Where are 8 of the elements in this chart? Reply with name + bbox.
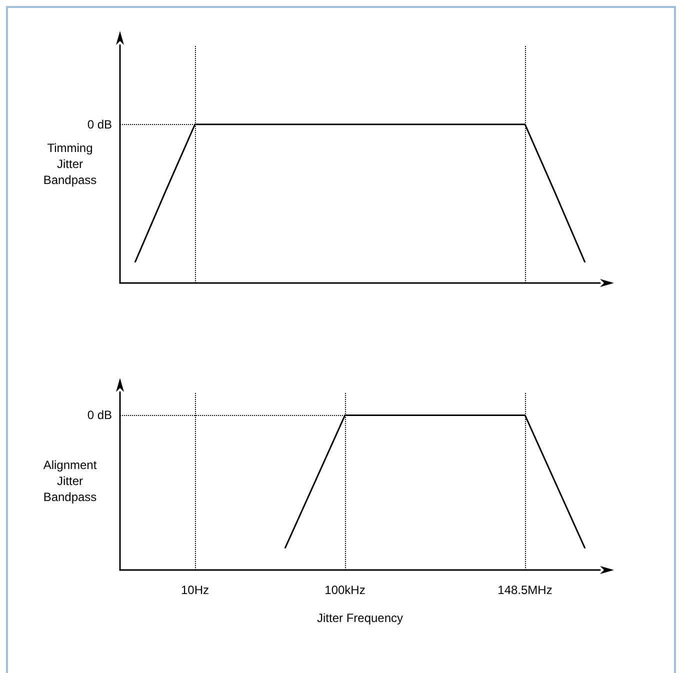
x-tick-label: 148.5MHz (498, 583, 552, 597)
x-tick-label: 10Hz (180, 583, 210, 597)
x-tick-label: 100kHz (324, 583, 366, 597)
ref-line-label: 0 dB (87, 408, 112, 422)
x-axis-title: Jitter Frequency (316, 611, 404, 625)
y-axis-title: Alignment Jitter Bandpass (43, 458, 98, 504)
ref-line-label: 0 dB (87, 117, 112, 132)
y-axis-title: Timming Jitter Bandpass (43, 141, 97, 187)
